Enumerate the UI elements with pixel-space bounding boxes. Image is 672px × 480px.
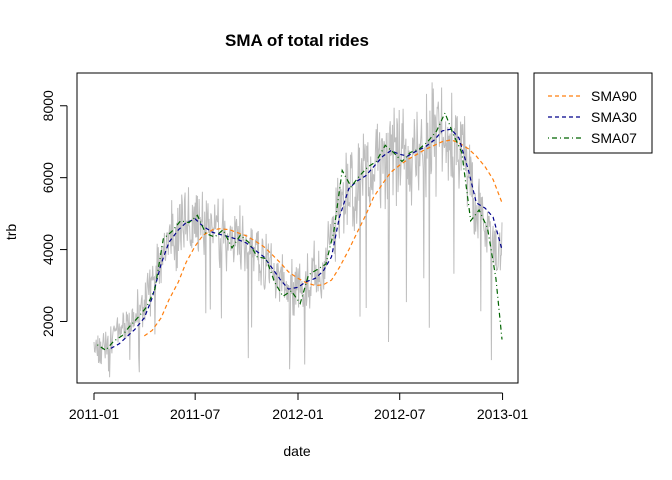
legend: SMA90 SMA30 SMA07 [533, 72, 653, 154]
x-tick-label: 2012-07 [374, 406, 426, 422]
chart-title: SMA of total rides [225, 31, 369, 50]
y-tick-label: 4000 [40, 234, 56, 265]
legend-label-sma07: SMA07 [591, 130, 637, 146]
y-axis-title: trb [3, 224, 19, 241]
series-line-sma90 [143, 139, 503, 337]
y-tick-label: 8000 [40, 90, 56, 121]
sma-series-layer [97, 111, 503, 351]
x-tick-label: 2011-01 [69, 406, 120, 422]
x-tick-label: 2011-07 [170, 406, 221, 422]
plot-frame [76, 72, 519, 384]
y-tick-label: 6000 [40, 162, 56, 193]
series-line-sma07 [97, 111, 503, 351]
plot-area [76, 72, 519, 384]
x-tick-label: 2013-01 [477, 406, 529, 422]
legend-label-sma90: SMA90 [591, 88, 637, 104]
series-line-trb [93, 82, 503, 378]
y-axis: 2000 4000 6000 8000 [40, 90, 68, 337]
series-line-sma30 [110, 128, 503, 349]
x-axis-title: date [283, 443, 310, 459]
x-axis: 2011-01 2011-07 2012-01 2012-07 2013-01 [69, 392, 529, 422]
legend-label-sma30: SMA30 [591, 109, 637, 125]
y-tick-label: 2000 [40, 306, 56, 337]
raw-series-layer [93, 82, 503, 378]
legend-box [533, 72, 653, 154]
x-tick-label: 2012-01 [272, 406, 324, 422]
